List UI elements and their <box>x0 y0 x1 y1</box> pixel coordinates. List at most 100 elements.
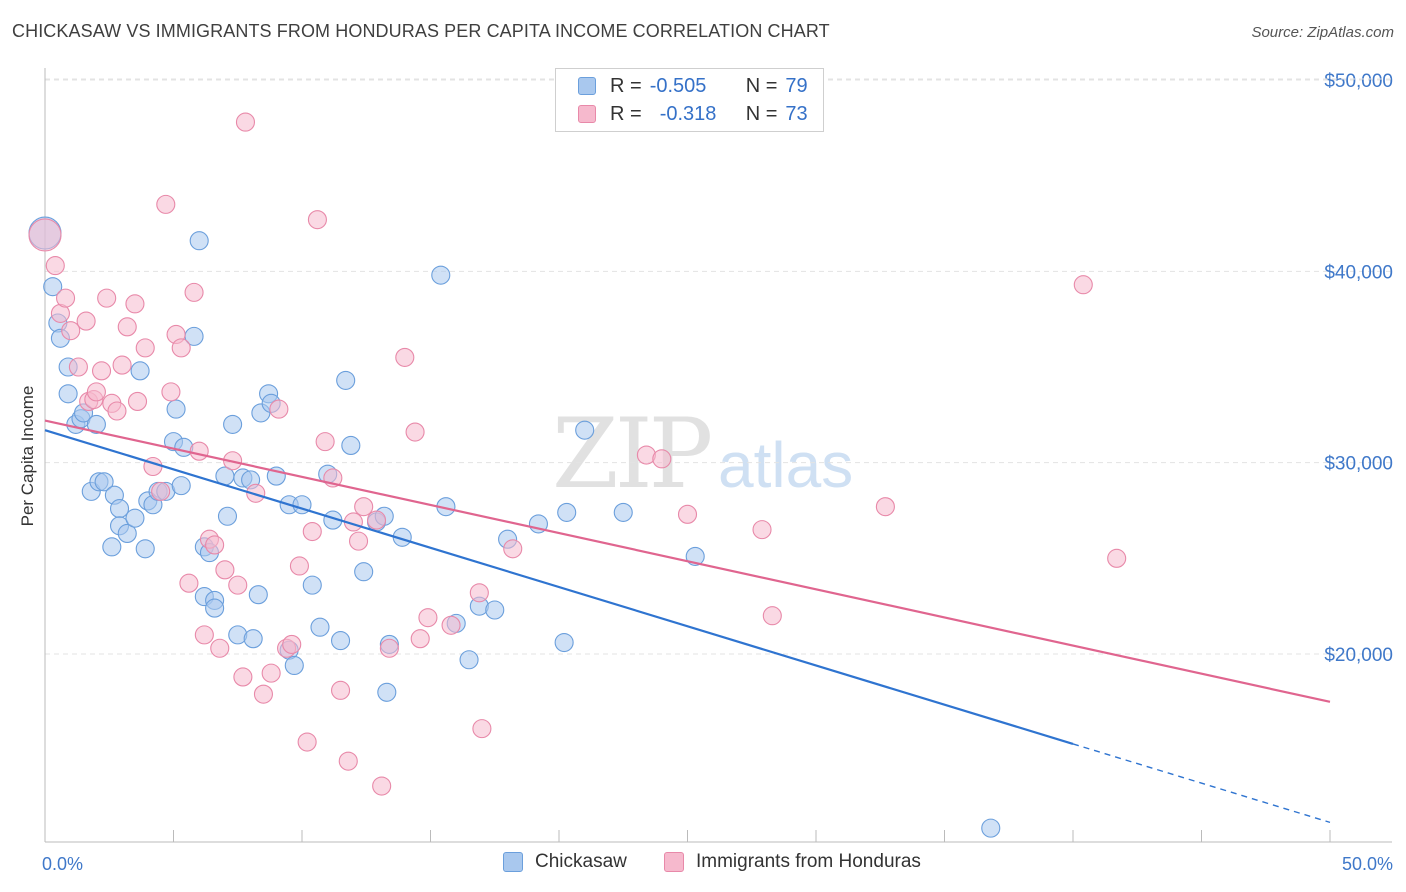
honduras-point <box>161 382 181 402</box>
chickasaw-point <box>166 399 186 419</box>
chickasaw-point <box>459 650 479 670</box>
y-tick-label: $40,000 <box>1324 262 1393 283</box>
bottom-legend-chickasaw: Chickasaw <box>503 851 627 873</box>
honduras-point <box>210 638 230 658</box>
honduras-point <box>125 294 145 314</box>
honduras-point <box>56 288 76 308</box>
honduras-point <box>205 535 225 555</box>
honduras-point <box>307 210 327 230</box>
chickasaw-point <box>86 414 106 434</box>
bottom-legend-swatch-chickasaw <box>503 852 523 872</box>
bottom-legend-label: Chickasaw <box>535 851 627 872</box>
honduras-point <box>61 321 81 341</box>
honduras-point <box>441 615 461 635</box>
honduras-point <box>86 382 106 402</box>
chickasaw-point <box>58 384 78 404</box>
honduras-point <box>677 504 698 524</box>
chickasaw-point <box>554 632 574 653</box>
honduras-point <box>354 497 374 517</box>
chickasaw-trend-extension <box>1072 743 1331 824</box>
honduras-point <box>410 629 430 649</box>
source-label: Source: ZipAtlas.com <box>1251 24 1394 41</box>
chickasaw-point <box>485 600 505 620</box>
honduras-point <box>875 497 895 517</box>
legend-r-value: -0.505 <box>649 74 707 97</box>
honduras-point <box>372 776 392 796</box>
honduras-point <box>179 573 199 593</box>
honduras-point <box>762 606 782 626</box>
chickasaw-point <box>43 277 63 297</box>
chickasaw-point <box>284 655 304 676</box>
honduras-point <box>418 608 438 628</box>
chickasaw-point <box>310 617 330 637</box>
honduras-point <box>91 361 112 381</box>
honduras-trend-line <box>44 419 1331 703</box>
legend-row-honduras: R = -0.318 N = 73 <box>578 103 808 125</box>
chart-title: CHICKASAW VS IMMIGRANTS FROM HONDURAS PE… <box>12 21 830 41</box>
honduras-point <box>348 531 369 551</box>
chickasaw-point <box>557 502 577 522</box>
honduras-point <box>107 401 127 421</box>
honduras-point <box>472 719 492 739</box>
chickasaw-point <box>130 361 150 381</box>
bottom-legend-swatch-honduras <box>664 852 684 872</box>
honduras-point <box>315 432 335 452</box>
chickasaw-point <box>981 818 1001 838</box>
honduras-point <box>97 288 117 308</box>
bottom-legend-honduras: Immigrants from Honduras <box>664 851 921 873</box>
x-tick-label: 50.0% <box>1342 854 1393 874</box>
chickasaw-point <box>248 585 268 605</box>
legend-row-chickasaw: R = -0.505 N = 79 <box>578 75 808 97</box>
chickasaw-point <box>217 506 238 526</box>
honduras-point <box>379 638 399 658</box>
honduras-point <box>112 355 132 375</box>
x-tick-label: 0.0% <box>42 854 83 874</box>
chickasaw-point <box>613 502 633 522</box>
chickasaw-point <box>336 370 356 390</box>
y-tick-label: $30,000 <box>1324 454 1393 475</box>
honduras-point <box>127 391 148 411</box>
chickasaw-point <box>117 523 137 544</box>
legend-n-value: 73 <box>785 102 808 125</box>
honduras-point <box>76 311 96 331</box>
honduras-point <box>269 399 289 419</box>
honduras-point <box>189 441 209 461</box>
chickasaw-point <box>94 472 114 492</box>
chickasaw-point <box>223 414 243 434</box>
honduras-point <box>469 583 489 603</box>
honduras-point <box>503 539 523 559</box>
chickasaw-point <box>575 420 595 440</box>
bottom-legend-label: Immigrants from Honduras <box>696 851 921 872</box>
honduras-point <box>302 521 322 542</box>
honduras-point <box>151 481 171 501</box>
chickasaw-point <box>354 562 374 582</box>
legend-swatch-honduras <box>578 105 596 123</box>
legend-r-label: R = <box>610 102 642 125</box>
y-tick-label: $50,000 <box>1324 71 1393 92</box>
honduras-point <box>215 560 235 580</box>
honduras-point <box>405 422 425 442</box>
honduras-point <box>282 634 302 654</box>
honduras-point <box>330 680 351 700</box>
chickasaw-point <box>171 476 191 496</box>
chickasaw-point <box>189 231 209 251</box>
honduras-point <box>117 317 137 337</box>
chickasaw-point <box>377 682 397 702</box>
honduras-point <box>253 684 274 704</box>
honduras-point <box>184 282 204 302</box>
chickasaw-point <box>431 265 451 285</box>
honduras-point <box>297 732 317 752</box>
chickasaw-point <box>302 575 322 595</box>
honduras-point <box>246 483 266 503</box>
honduras-point <box>235 112 256 132</box>
honduras-point <box>68 357 88 377</box>
chickasaw-point <box>109 499 130 519</box>
legend-r-label: R = <box>610 74 642 97</box>
chickasaw-trend-line <box>44 429 1074 745</box>
legend-swatch-chickasaw <box>578 77 596 95</box>
honduras-point <box>652 449 672 469</box>
chickasaw-point <box>102 537 122 557</box>
honduras-point <box>228 575 248 595</box>
honduras-point <box>366 510 387 530</box>
